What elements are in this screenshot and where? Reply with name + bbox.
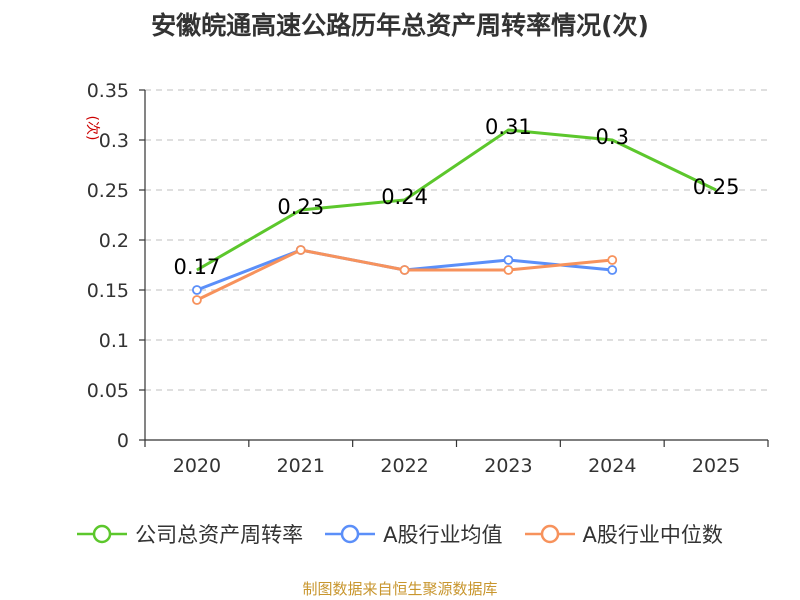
data-point bbox=[192, 295, 202, 305]
legend-label-industry-median: A股行业中位数 bbox=[582, 523, 723, 547]
y-tick-label: 0.1 bbox=[99, 330, 129, 352]
series-line bbox=[196, 248, 613, 302]
x-tick-label: 2025 bbox=[692, 455, 740, 477]
legend-swatch-industry-mean bbox=[325, 524, 376, 544]
y-axis-label: (次) bbox=[84, 116, 100, 141]
chart-title: 安徽皖通高速公路历年总资产周转率情况(次) bbox=[151, 11, 649, 40]
legend-item-company[interactable]: 公司总资产周转率 bbox=[77, 519, 303, 549]
series-line bbox=[196, 128, 717, 272]
legend: 公司总资产周转率 A股行业均值 A股行业中位数 bbox=[0, 519, 800, 549]
x-tick-label: 2024 bbox=[588, 455, 636, 477]
y-tick-label: 0.35 bbox=[87, 80, 129, 102]
data-label: 0.17 bbox=[174, 255, 221, 279]
x-tick-label: 2021 bbox=[277, 455, 325, 477]
data-point bbox=[192, 285, 202, 295]
y-tick-label: 0.2 bbox=[99, 230, 129, 252]
data-label: 0.24 bbox=[381, 185, 428, 209]
y-tick-label: 0.25 bbox=[87, 180, 129, 202]
data-label: 0.23 bbox=[277, 195, 324, 219]
legend-label-company: 公司总资产周转率 bbox=[135, 523, 304, 547]
y-tick-label: 0.3 bbox=[99, 130, 129, 152]
y-tick-label: 0.15 bbox=[87, 280, 129, 302]
x-tick-label: 2022 bbox=[380, 455, 428, 477]
data-label: 0.3 bbox=[596, 125, 629, 149]
y-tick-label: 0.05 bbox=[87, 380, 129, 402]
x-tick-label: 2023 bbox=[484, 455, 532, 477]
x-tick-label: 2020 bbox=[173, 455, 221, 477]
data-label: 0.25 bbox=[693, 175, 740, 199]
data-point bbox=[607, 265, 618, 275]
legend-item-industry-mean[interactable]: A股行业均值 bbox=[325, 519, 503, 549]
data-label: 0.31 bbox=[485, 115, 532, 139]
legend-label-industry-mean: A股行业均值 bbox=[383, 523, 503, 547]
data-point bbox=[295, 245, 306, 255]
data-point bbox=[503, 255, 514, 265]
data-point bbox=[399, 265, 410, 275]
data-point bbox=[503, 265, 514, 275]
legend-swatch-company bbox=[77, 524, 128, 544]
source-note: 制图数据来自恒生聚源数据库 bbox=[302, 580, 498, 598]
legend-swatch-industry-median bbox=[524, 524, 575, 544]
y-tick-label: 0 bbox=[117, 430, 129, 452]
legend-item-industry-median[interactable]: A股行业中位数 bbox=[524, 519, 723, 549]
data-point bbox=[607, 255, 618, 265]
